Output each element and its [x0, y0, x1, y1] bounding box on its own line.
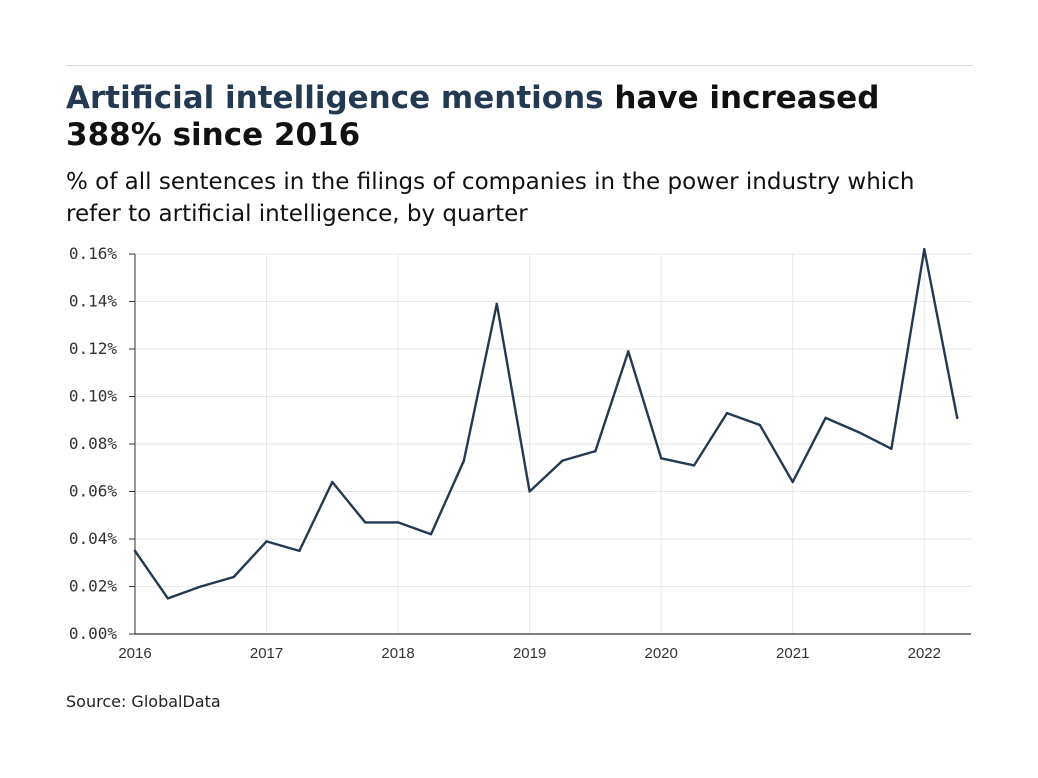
data-point [364, 521, 367, 524]
series-line [133, 248, 959, 600]
data-point [791, 480, 794, 484]
y-tick-label: 0.12% [69, 339, 118, 358]
x-tick-label: 2021 [776, 645, 809, 662]
y-tick-label: 0.08% [69, 434, 118, 453]
data-point [199, 585, 202, 588]
data-point [659, 457, 663, 460]
data-point [594, 449, 597, 453]
data-point [627, 350, 630, 353]
y-tick-label: 0.04% [69, 529, 118, 548]
data-point [725, 411, 729, 415]
data-point [561, 459, 564, 462]
title-rest: have increased 388% since 2016 [66, 80, 880, 153]
data-point [232, 575, 235, 579]
y-tick-label: 0.06% [69, 482, 118, 501]
y-tick-label: 0.16% [69, 244, 118, 263]
x-tick-label: 2017 [250, 645, 283, 662]
y-tick-label: 0.00% [69, 624, 118, 643]
data-point [396, 521, 400, 524]
data-point [133, 549, 137, 553]
title-highlight: Artificial intelligence mentions [66, 80, 604, 116]
data-point [462, 459, 466, 462]
chart-subtitle: % of all sentences in the filings of com… [66, 169, 915, 227]
y-tick-label: 0.14% [69, 292, 118, 311]
x-tick-label: 2022 [908, 645, 941, 662]
source-note: Source: GlobalData [66, 692, 221, 711]
x-tick-label: 2020 [645, 645, 678, 662]
data-point [857, 430, 860, 434]
data-point [528, 490, 531, 493]
data-point [166, 597, 170, 600]
data-point [692, 464, 696, 467]
top-divider [66, 65, 973, 66]
data-point [890, 447, 893, 450]
chart-title: Artificial intelligence mentions have in… [66, 80, 966, 154]
x-tick-label: 2016 [118, 645, 151, 662]
data-point [955, 416, 959, 420]
data-point [923, 248, 926, 251]
data-point [429, 533, 433, 536]
x-tick-label: 2018 [381, 645, 414, 662]
x-tick-label: 2019 [513, 645, 546, 662]
data-point [824, 416, 827, 420]
data-point [265, 540, 268, 543]
data-point [331, 480, 334, 484]
y-tick-label: 0.02% [69, 577, 118, 596]
data-point [495, 302, 498, 306]
data-point [298, 549, 301, 553]
data-point [758, 423, 762, 427]
y-tick-label: 0.10% [69, 387, 118, 406]
